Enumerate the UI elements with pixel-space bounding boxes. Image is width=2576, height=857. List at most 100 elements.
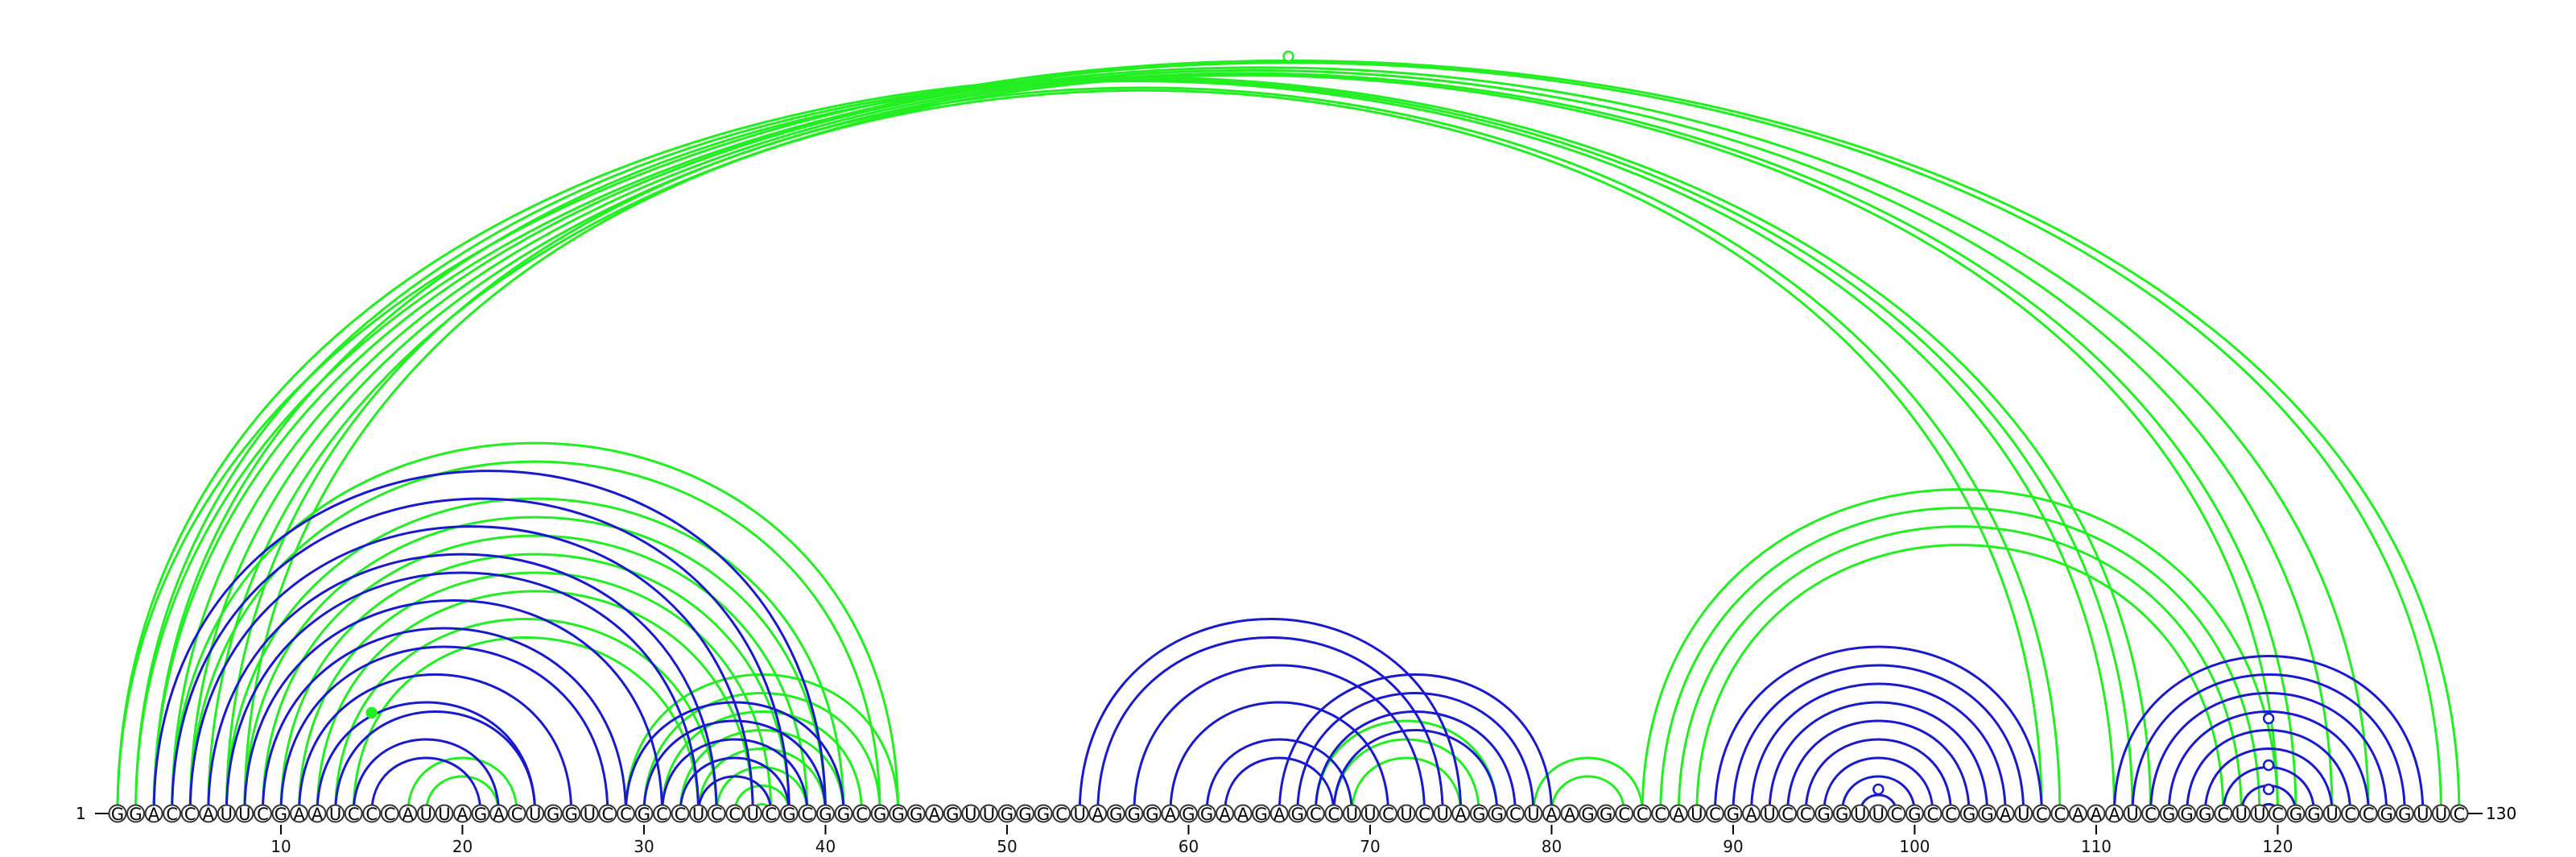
nucleotide-letter: A	[2000, 805, 2012, 824]
nucleotide-letter: G	[1001, 805, 1013, 824]
nucleotide-letter: A	[456, 805, 469, 824]
nucleotide-53: C	[1052, 804, 1071, 824]
nucleotide-94: C	[1796, 804, 1815, 824]
nucleotide-letter: U	[438, 805, 450, 824]
nucleotide-letter: A	[929, 805, 941, 824]
nucleotide-letter: U	[2326, 805, 2338, 824]
position-ticks: 10 20 30 40 50 60 70 80 90 100 110 120	[270, 825, 2293, 856]
nucleotide-circle	[1742, 804, 1761, 823]
blue-arc-6-34	[207, 553, 718, 814]
nucleotide-circle	[435, 804, 454, 823]
blue-arc-111-128	[2113, 655, 2425, 814]
green-arc-1-130	[116, 59, 2461, 814]
nucleotide-letter: C	[2454, 805, 2466, 824]
nucleotide-102: C	[1942, 804, 1961, 824]
nucleotide-circle	[1125, 804, 1144, 823]
nucleotide-circle	[2395, 804, 2414, 823]
nucleotide-letter: C	[1637, 805, 1649, 824]
nucleotide-letter: C	[602, 805, 614, 824]
nucleotide-46: A	[925, 804, 944, 824]
green-arc-33-40	[697, 747, 827, 814]
nucleotide-88: U	[1687, 804, 1707, 824]
blue-arc-33-37	[697, 775, 773, 814]
nucleotide-circle	[743, 804, 762, 823]
nucleotide-74: U	[1433, 804, 1452, 824]
green-arc-32-41	[679, 729, 845, 814]
nucleotide-69: U	[1342, 804, 1361, 824]
nucleotide-circle	[1433, 804, 1452, 823]
nucleotide-104: G	[1978, 804, 1997, 824]
nucleotide-93: C	[1778, 804, 1798, 824]
nucleotide-circle	[616, 804, 635, 823]
green-arc-35-38	[733, 785, 791, 814]
blue-arc-32-38	[679, 756, 791, 814]
nucleotide-letter: U	[747, 805, 759, 824]
nucleotide-44: G	[889, 804, 908, 824]
green-arc-7-108	[225, 86, 2062, 814]
blue-arc-68-77	[1332, 729, 1499, 814]
nucleotide-130: C	[2450, 804, 2469, 824]
nucleotide-letter: G	[129, 805, 142, 824]
nucleotide-circle	[2341, 804, 2360, 823]
green-arc-30-43	[642, 692, 881, 814]
nucleotide-circle	[580, 804, 599, 823]
nucleotide-letter: G	[2289, 805, 2302, 824]
blue-arc-10-28	[279, 645, 609, 814]
blue-arc-14-22	[352, 738, 501, 814]
nucleotide-letter: G	[1018, 805, 1031, 824]
green-arc-3-111	[152, 80, 2116, 814]
nucleotide-circle	[1324, 804, 1344, 823]
nucleotide-64: G	[1252, 804, 1271, 824]
nucleotide-13: U	[326, 804, 345, 824]
nucleotide-circle	[2068, 804, 2087, 823]
nucleotide-circle	[217, 804, 236, 823]
nucleotide-letter: C	[2054, 805, 2066, 824]
green-arc-4-44	[171, 441, 900, 814]
green-arc-88-117	[1695, 544, 2225, 814]
blue-arc-31-39	[661, 738, 809, 814]
tick-label-120: 120	[2262, 837, 2293, 856]
blue-arc-30-40	[642, 719, 827, 814]
nucleotide-circle	[634, 804, 654, 823]
nucleotide-letter: U	[584, 805, 596, 824]
nucleotide-circle	[1505, 804, 1525, 823]
green-arc-69-75	[1350, 756, 1463, 814]
nucleotide-47: G	[943, 804, 962, 824]
nucleotide-85: C	[1633, 804, 1652, 824]
blue-arc-96-100	[1840, 775, 1916, 814]
nucleotide-circle	[2377, 804, 2396, 823]
nucleotide-circle	[1687, 804, 1707, 823]
green-arc-18-22	[424, 775, 501, 814]
nucleotide-circle	[725, 804, 745, 823]
nucleotide-letter: U	[1073, 805, 1085, 824]
nucleotide-28: C	[598, 804, 617, 824]
nucleotide-circle	[1959, 804, 1979, 823]
nucleotide-circle	[489, 804, 509, 823]
nucleotide-circle	[762, 804, 781, 823]
nucleotide-48: U	[961, 804, 980, 824]
nucleotide-letter: G	[1182, 805, 1195, 824]
nucleotide-113: C	[2141, 804, 2161, 824]
nucleotide-letter: U	[329, 805, 341, 824]
nucleotide-26: G	[562, 804, 581, 824]
nucleotide-circle	[979, 804, 998, 823]
nucleotide-129: U	[2431, 804, 2450, 824]
blue-arc-7-33	[225, 571, 700, 814]
nucleotide-38: G	[779, 804, 799, 824]
nucleotide-letter: G	[1037, 805, 1050, 824]
nucleotide-circle	[1996, 804, 2015, 823]
arc-marker-4	[2262, 712, 2275, 725]
nucleotide-letter: G	[474, 805, 487, 824]
nucleotide-letter: C	[365, 805, 378, 824]
nucleotide-108: C	[2050, 804, 2070, 824]
nucleotide-letter: A	[1092, 805, 1104, 824]
nucleotide-letter: C	[1781, 805, 1794, 824]
nucleotide-circle	[2195, 804, 2215, 823]
nucleotide-circle	[253, 804, 272, 823]
nucleotide-20: A	[452, 804, 472, 824]
blue-arc-59-71	[1169, 701, 1389, 814]
nucleotide-125: C	[2359, 804, 2378, 824]
blue-arc-115-124	[2186, 729, 2352, 814]
nucleotide-60: G	[1179, 804, 1198, 824]
nucleotide-letter: U	[964, 805, 976, 824]
